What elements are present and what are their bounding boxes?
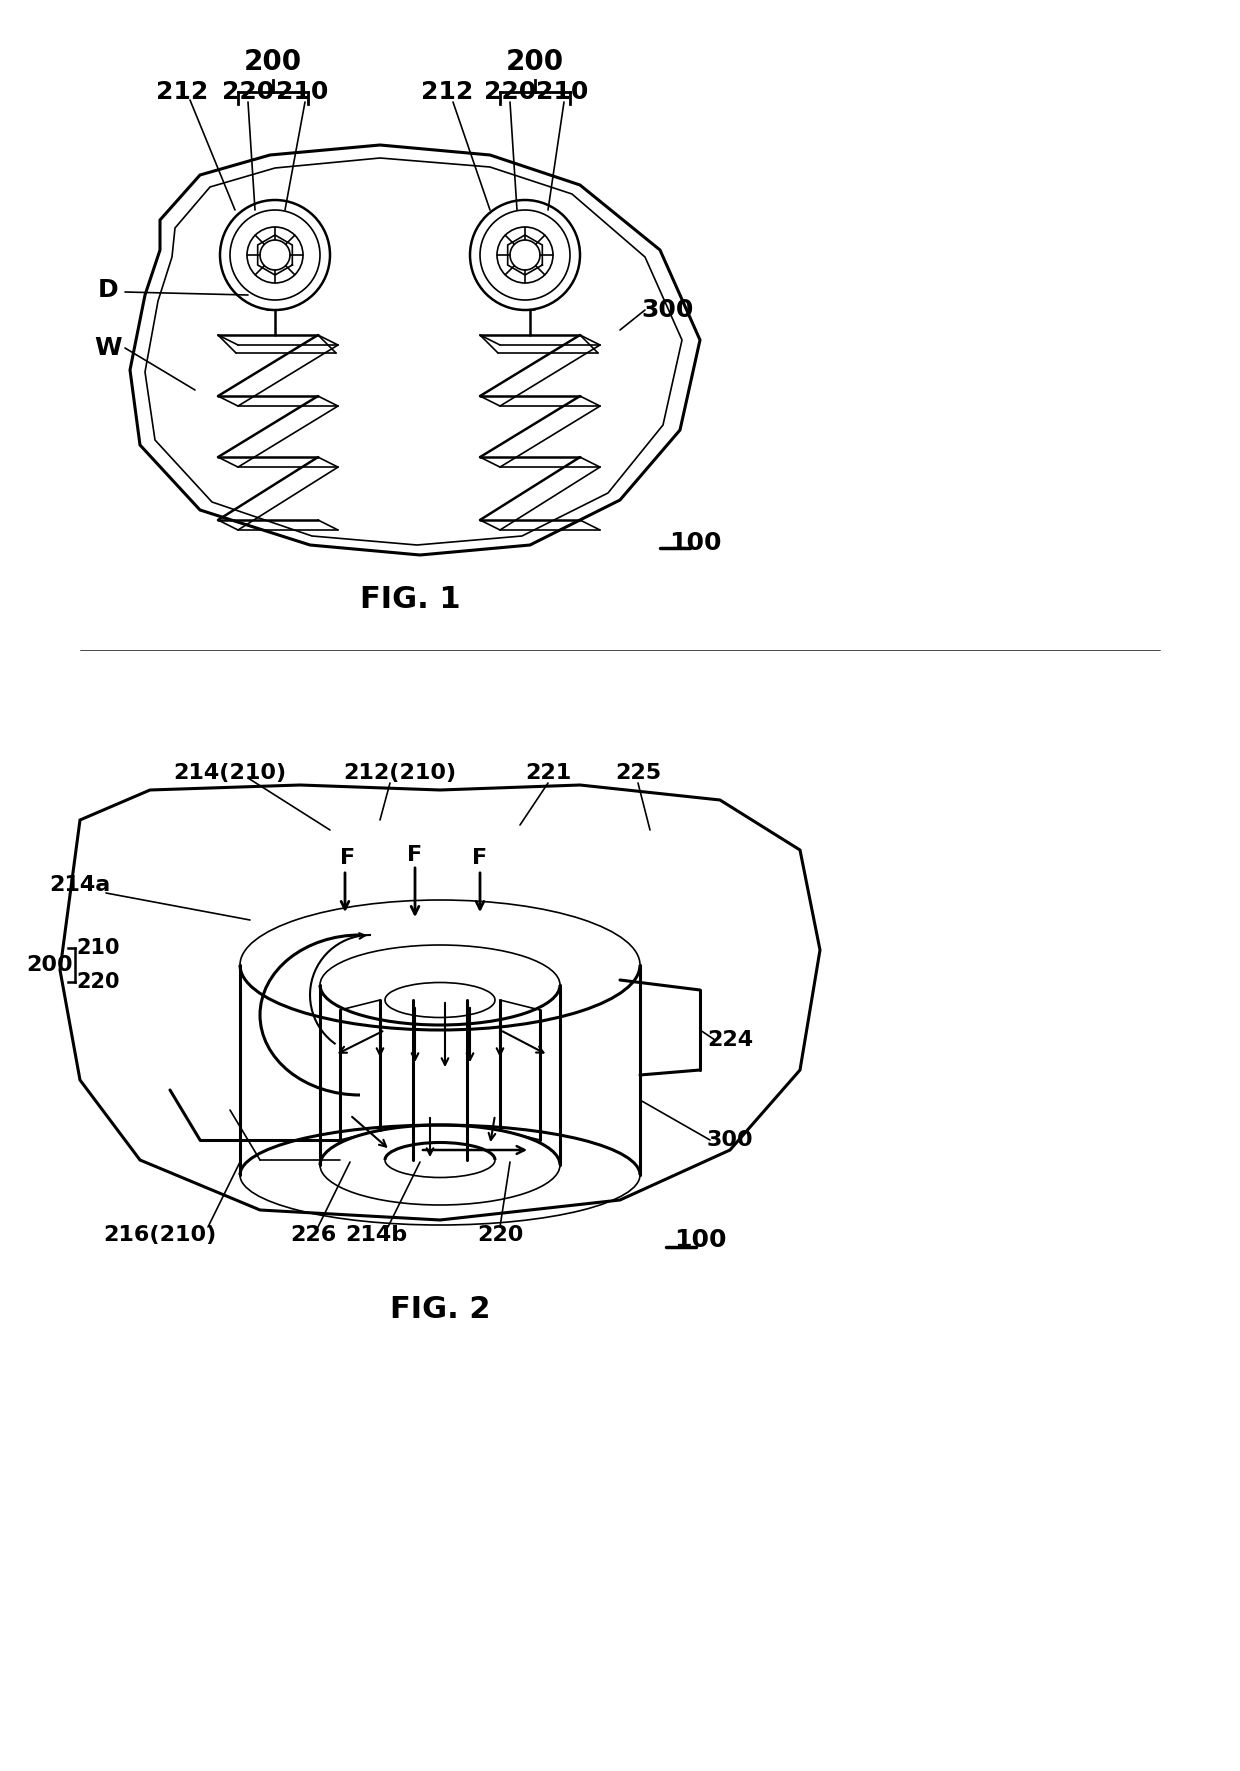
Text: 210: 210	[536, 80, 588, 104]
Text: 214a: 214a	[50, 875, 110, 894]
Text: 214(210): 214(210)	[174, 763, 286, 783]
Text: 212: 212	[156, 80, 208, 104]
Text: 216(210): 216(210)	[103, 1226, 217, 1245]
Text: 220: 220	[477, 1226, 523, 1245]
Text: F: F	[408, 845, 423, 864]
Text: 224: 224	[707, 1031, 753, 1050]
Text: 225: 225	[615, 763, 661, 783]
Text: 200: 200	[506, 48, 564, 76]
Text: 210: 210	[76, 939, 120, 958]
Text: FIG. 2: FIG. 2	[389, 1296, 490, 1325]
Text: 100: 100	[673, 1227, 727, 1252]
Text: 220: 220	[76, 972, 120, 992]
Text: 212: 212	[420, 80, 474, 104]
Text: 200: 200	[244, 48, 303, 76]
Text: F: F	[472, 848, 487, 868]
Text: F: F	[341, 848, 356, 868]
Text: 214b: 214b	[345, 1226, 407, 1245]
Text: 300: 300	[707, 1130, 754, 1149]
Text: 212(210): 212(210)	[343, 763, 456, 783]
Text: 210: 210	[275, 80, 329, 104]
Text: D: D	[98, 278, 118, 303]
Text: 300: 300	[642, 298, 694, 322]
Text: FIG. 1: FIG. 1	[360, 586, 460, 615]
Text: 220: 220	[484, 80, 536, 104]
Text: 220: 220	[222, 80, 274, 104]
Text: 221: 221	[525, 763, 572, 783]
Text: W: W	[94, 336, 122, 360]
Text: 200: 200	[27, 955, 73, 976]
Text: 226: 226	[290, 1226, 336, 1245]
Text: 100: 100	[668, 531, 722, 554]
